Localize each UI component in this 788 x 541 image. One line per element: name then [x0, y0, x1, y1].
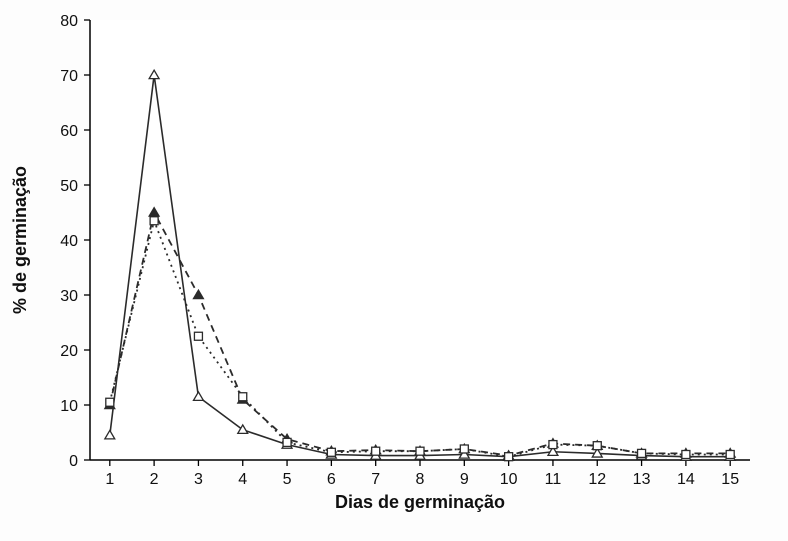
x-tick-label: 8	[416, 471, 425, 488]
x-tick-label: 14	[677, 471, 695, 488]
x-tick-label: 12	[588, 471, 606, 488]
series-dotted-marker	[416, 447, 424, 455]
x-tick-label: 10	[500, 471, 518, 488]
plot-bg	[90, 20, 750, 460]
series-dotted-marker	[682, 451, 690, 459]
y-tick-label: 70	[60, 68, 78, 85]
y-tick-label: 80	[60, 13, 78, 30]
x-tick-label: 6	[327, 471, 336, 488]
germination-chart: 01020304050607080123456789101112131415% …	[0, 0, 788, 541]
series-dotted-marker	[460, 445, 468, 453]
y-tick-label: 60	[60, 123, 78, 140]
series-dotted-marker	[593, 442, 601, 450]
x-tick-label: 4	[238, 471, 247, 488]
series-dotted-marker	[327, 448, 335, 456]
series-dotted-marker	[726, 451, 734, 459]
series-dotted-marker	[638, 449, 646, 457]
x-tick-label: 7	[371, 471, 380, 488]
y-tick-label: 40	[60, 233, 78, 250]
chart-svg: 01020304050607080123456789101112131415% …	[0, 0, 788, 541]
x-axis-label: Dias de germinação	[335, 492, 505, 512]
series-dotted-marker	[194, 332, 202, 340]
y-axis-label: % de germinação	[10, 166, 30, 314]
y-tick-label: 30	[60, 288, 78, 305]
y-tick-label: 10	[60, 398, 78, 415]
series-dotted-marker	[239, 393, 247, 401]
series-dotted-marker	[505, 453, 513, 461]
series-dotted-marker	[283, 438, 291, 446]
x-tick-label: 15	[721, 471, 739, 488]
x-tick-label: 2	[150, 471, 159, 488]
x-tick-label: 11	[545, 471, 562, 488]
y-tick-label: 20	[60, 343, 78, 360]
x-tick-label: 9	[460, 471, 469, 488]
series-dotted-marker	[372, 447, 380, 455]
series-dotted-marker	[106, 398, 114, 406]
x-tick-label: 5	[283, 471, 292, 488]
x-tick-label: 13	[633, 471, 651, 488]
y-tick-label: 50	[60, 178, 78, 195]
series-dotted-marker	[150, 217, 158, 225]
y-tick-label: 0	[69, 453, 78, 470]
series-dotted-marker	[549, 441, 557, 449]
x-tick-label: 3	[194, 471, 203, 488]
x-tick-label: 1	[105, 471, 114, 488]
